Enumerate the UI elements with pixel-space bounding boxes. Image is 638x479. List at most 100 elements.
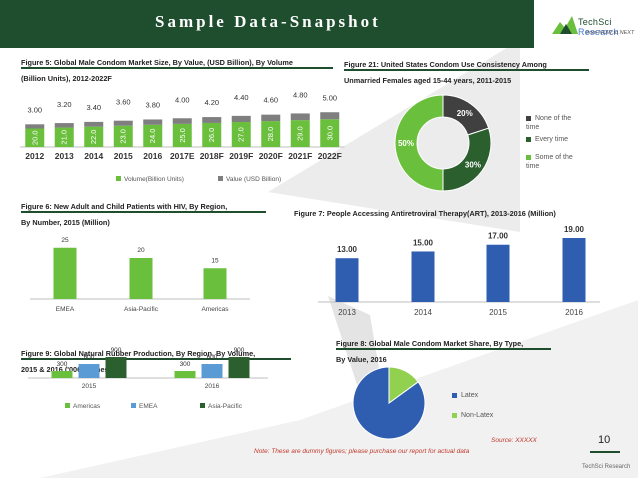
figure21-title: Figure 21: United States Condom Use Cons… xyxy=(344,60,547,85)
fig9-bar xyxy=(228,357,250,378)
legend-item: None of the time xyxy=(526,115,572,131)
logo-area xyxy=(534,0,638,48)
fig5-value-label: 3.80 xyxy=(145,100,160,109)
fig21-slice-label: 30% xyxy=(465,161,481,170)
fig9-bar xyxy=(105,357,127,378)
disclaimer-note: Note: These are dummy figures; please pu… xyxy=(254,448,470,455)
fig7-bar xyxy=(335,258,359,302)
fig5-volume-bar xyxy=(172,123,192,147)
fig5-volume-label: 25.0 xyxy=(178,128,187,143)
fig6-data-label: 15 xyxy=(211,257,219,264)
fig5-value-bar xyxy=(261,114,281,122)
fig5-value-bar xyxy=(172,118,192,124)
fig5-value-label: 4.40 xyxy=(234,93,249,102)
page-number: 10 xyxy=(598,434,611,446)
fig5-volume-bar xyxy=(54,127,74,147)
fig6-bar xyxy=(203,268,227,299)
logo-text: TechSci Research xyxy=(578,17,619,37)
fig6-tick-label: Asia-Pacific xyxy=(124,306,159,313)
fig5-tick-label: 2020F xyxy=(259,151,283,161)
figure9-title: Figure 9: Global Natural Rubber Producti… xyxy=(21,349,256,374)
fig9-legend-swatch xyxy=(65,403,70,408)
fig21-slice xyxy=(394,94,444,192)
fig8-slice xyxy=(388,366,419,404)
fig5-value-bar xyxy=(84,121,104,127)
fig5-value-bar xyxy=(143,119,163,125)
fig9-data-label: 900 xyxy=(111,347,122,354)
fig5-tick-label: 2018F xyxy=(200,151,224,161)
fig5-value-bar xyxy=(320,112,340,120)
fig5-value-label: 3.60 xyxy=(116,98,131,107)
fig5-value-label: 4.60 xyxy=(263,96,278,105)
figure5-rule xyxy=(21,67,333,69)
fig5-value-label: 3.20 xyxy=(57,100,72,109)
legend-swatch xyxy=(452,393,457,398)
legend-swatch xyxy=(526,137,531,142)
fig6-tick-label: EMEA xyxy=(56,306,75,313)
source-note: Source: XXXXX xyxy=(491,437,537,444)
fig5-volume-bar xyxy=(143,124,163,147)
fig6-data-label: 20 xyxy=(137,247,145,254)
fig5-volume-bar xyxy=(25,128,45,147)
fig9-data-label: 900 xyxy=(234,347,245,354)
fig9-bar xyxy=(201,364,223,378)
fig5-legend-label: Volume(Billion Units) xyxy=(124,176,184,183)
fig21-slice-label: 50% xyxy=(398,139,414,148)
fig9-data-label: 600 xyxy=(84,354,95,361)
fig7-data-label: 15.00 xyxy=(413,238,434,247)
fig6-tick-label: Americas xyxy=(201,306,229,313)
figure6-rule xyxy=(21,211,266,213)
fig5-volume-bar xyxy=(261,121,281,147)
fig5-tick-label: 2017E xyxy=(170,151,195,161)
fig5-value-bar xyxy=(231,115,251,123)
fig5-tick-label: 2013 xyxy=(55,151,74,161)
fig6-data-label: 25 xyxy=(61,237,69,244)
fig5-value-label: 3.40 xyxy=(86,103,101,112)
fig5-value-bar xyxy=(290,113,310,121)
fig7-tick-label: 2016 xyxy=(565,308,583,317)
fig7-bar xyxy=(411,251,435,302)
legend-swatch xyxy=(526,155,531,160)
fig9-bar xyxy=(51,371,73,378)
fig5-volume-bar xyxy=(202,122,222,147)
fig5-tick-label: 2015 xyxy=(114,151,133,161)
fig7-tick-label: 2015 xyxy=(489,308,507,317)
fig5-tick-label: 2016 xyxy=(143,151,162,161)
fig6-bar xyxy=(129,258,153,299)
page-title: Sample Data-Snapshot xyxy=(155,12,381,31)
fig5-value-bar xyxy=(54,123,74,128)
figure21-legend: None of the time xyxy=(526,114,586,132)
figure21-legend-3: Some of the time xyxy=(526,153,586,171)
figure8-title: Figure 8: Global Male Condom Market Shar… xyxy=(336,339,524,364)
fig5-legend-label: Value (USD Billion) xyxy=(226,176,281,183)
figure21-rule xyxy=(344,69,589,71)
fig5-value-label: 4.80 xyxy=(293,90,308,99)
fig5-volume-label: 30.0 xyxy=(325,126,334,141)
fig9-data-label: 300 xyxy=(180,361,191,368)
fig21-slice-label: 20% xyxy=(457,109,473,118)
fig9-data-label: 300 xyxy=(57,361,68,368)
fig5-legend-swatch xyxy=(116,176,121,181)
fig7-data-label: 13.00 xyxy=(337,245,358,254)
fig5-tick-label: 2019F xyxy=(229,151,253,161)
legend-item: Non-Latex xyxy=(452,411,493,420)
fig7-tick-label: 2013 xyxy=(338,308,356,317)
logo-tagline: from NOW to NEXT xyxy=(586,30,635,36)
fig9-legend-label: Asia-Pacific xyxy=(208,403,243,410)
fig5-tick-label: 2022F xyxy=(318,151,342,161)
logo-icon xyxy=(552,16,578,34)
fig5-tick-label: 2012 xyxy=(25,151,44,161)
fig5-volume-label: 22.0 xyxy=(89,130,98,145)
fig5-value-bar xyxy=(202,117,222,123)
figure8-legend-2: Non-Latex xyxy=(452,411,493,420)
fig7-bar xyxy=(562,238,586,302)
figure21-legend-2: Every time xyxy=(526,135,586,144)
fig5-volume-bar xyxy=(84,126,104,147)
fig7-data-label: 17.00 xyxy=(488,232,509,241)
figure8-legend: Latex xyxy=(452,391,478,400)
footer-brand: TechSci Research xyxy=(582,464,631,470)
fig5-volume-label: 28.0 xyxy=(266,127,275,142)
legend-swatch xyxy=(526,116,531,121)
fig9-legend-label: EMEA xyxy=(139,403,158,410)
legend-item: Every time xyxy=(526,135,586,144)
